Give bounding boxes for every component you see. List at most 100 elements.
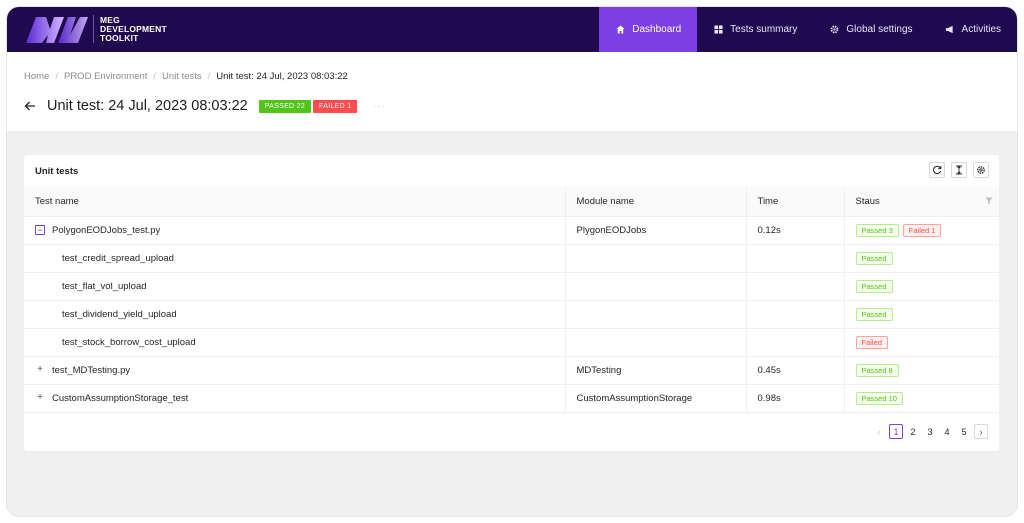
logo-divider — [93, 15, 94, 43]
nav-global-settings[interactable]: Global settings — [813, 7, 928, 52]
breadcrumb-environment[interactable]: PROD Environment — [63, 71, 148, 82]
breadcrumb: Home / PROD Environment / Unit tests / U… — [24, 71, 348, 82]
breadcrumb-separator: / — [153, 71, 157, 82]
expand-row-icon[interactable]: + — [37, 363, 43, 375]
cell-test-name: test_flat_vol_upload — [24, 272, 565, 301]
cell-status: Passed 8 — [843, 356, 999, 385]
page-1[interactable]: 1 — [889, 424, 903, 439]
status-passed-tag: Passed 10 — [855, 391, 903, 405]
nav-tests-summary-label: Tests summary — [730, 24, 798, 35]
table-child-row[interactable]: test_dividend_yield_upload Passed — [24, 300, 999, 329]
column-settings-button[interactable] — [973, 162, 989, 178]
table-row[interactable]: + CustomAssumptionStorage_test CustomAssum… — [24, 384, 999, 413]
test-name-text: test_dividend_yield_upload — [62, 308, 177, 320]
test-name-text: test_flat_vol_upload — [62, 280, 147, 292]
pagination: ‹ 1 2 3 4 5 › — [869, 424, 988, 439]
top-navbar: MEG DEVELOPMENT TOOLKIT Dashboard Tests … — [7, 7, 1017, 52]
next-page-button[interactable]: › — [974, 424, 988, 439]
page-2[interactable]: 2 — [910, 426, 916, 437]
title-row: Unit test: 24 Jul, 2023 08:03:22 PASSED … — [23, 98, 385, 114]
col-header-module-name: Module name — [564, 187, 746, 217]
status-passed-tag: Passed — [855, 251, 893, 265]
passed-count-badge: PASSED 22 — [258, 99, 312, 113]
table-child-row[interactable]: test_stock_borrow_cost_upload Failed — [24, 328, 999, 357]
table-row[interactable]: + test_MDTesting.py MDTesting 0.45s Passed 8 — [24, 356, 999, 385]
app-name-line-1: MEG — [100, 15, 120, 25]
nav-dashboard-label: Dashboard — [632, 24, 682, 35]
page-3[interactable]: 3 — [927, 426, 933, 437]
cell-time — [745, 244, 844, 273]
app-name-line-2: DEVELOPMENT — [100, 24, 167, 34]
app-frame: MEG DEVELOPMENT TOOLKIT Dashboard Tests … — [7, 7, 1017, 516]
cell-test-name: test_dividend_yield_upload — [24, 300, 565, 329]
test-name-text: test_credit_spread_upload — [62, 252, 174, 264]
test-name-text: test_stock_borrow_cost_upload — [62, 336, 196, 348]
table-header-row: Test name Module name Time Staus — [24, 187, 999, 217]
cell-module-name: PlygonEODJobs — [564, 216, 746, 245]
unit-tests-table: Test name Module name Time Staus − Polygo… — [24, 187, 999, 413]
cell-status: Passed — [843, 300, 999, 329]
app-name: MEG DEVELOPMENT TOOLKIT — [100, 16, 167, 43]
cell-test-name: − PolygonEODJobs_test.py — [24, 216, 565, 245]
collapse-row-icon[interactable]: − — [35, 224, 45, 235]
status-passed-tag: Passed — [855, 307, 893, 321]
card-toolbar — [923, 162, 989, 178]
reload-button[interactable] — [929, 162, 945, 178]
home-icon — [615, 25, 625, 35]
grid-icon — [713, 25, 723, 35]
cell-time — [745, 300, 844, 329]
col-header-status: Staus — [843, 187, 999, 217]
col-header-status-label: Staus — [855, 195, 880, 207]
page-title: Unit test: 24 Jul, 2023 08:03:22 — [47, 98, 248, 114]
more-options[interactable]: ··· — [373, 101, 386, 111]
nav-activities[interactable]: Activities — [929, 7, 1017, 52]
status-passed-tag: Passed — [855, 279, 893, 293]
col-header-time: Time — [745, 187, 844, 217]
table-body: − PolygonEODJobs_test.py PlygonEODJobs 0.12… — [24, 216, 999, 413]
table-child-row[interactable]: test_flat_vol_upload Passed — [24, 272, 999, 301]
cell-status: Passed 10 — [843, 384, 999, 413]
cell-time — [745, 272, 844, 301]
density-button[interactable] — [951, 162, 967, 178]
expand-row-icon[interactable]: + — [37, 391, 43, 403]
status-passed-tag: Passed 3 — [855, 223, 899, 237]
nav-dashboard[interactable]: Dashboard — [599, 7, 698, 52]
breadcrumb-unit-tests[interactable]: Unit tests — [162, 71, 202, 82]
page-4[interactable]: 4 — [944, 426, 950, 437]
app-name-line-3: TOOLKIT — [100, 33, 139, 43]
cell-status: Passed 3 Failed 1 — [843, 216, 999, 245]
gear-icon — [829, 25, 839, 35]
breadcrumb-current: Unit test: 24 Jul, 2023 08:03:22 — [216, 71, 348, 82]
cell-test-name: + CustomAssumptionStorage_test — [24, 384, 565, 413]
cell-test-name: test_stock_borrow_cost_upload — [24, 328, 565, 357]
page-5[interactable]: 5 — [961, 426, 967, 437]
main-nav: Dashboard Tests summary Global settings … — [599, 7, 1017, 52]
breadcrumb-home[interactable]: Home — [24, 71, 50, 82]
cell-test-name: test_credit_spread_upload — [24, 244, 565, 273]
cell-status: Failed — [843, 328, 999, 357]
status-failed-tag: Failed 1 — [902, 223, 942, 237]
prev-page-button[interactable]: ‹ — [877, 426, 881, 437]
filter-icon[interactable] — [985, 197, 993, 205]
card-title: Unit tests — [35, 166, 79, 177]
megaphone-icon — [945, 25, 955, 35]
table-child-row[interactable]: test_credit_spread_upload Passed — [24, 244, 999, 273]
breadcrumb-separator: / — [55, 71, 58, 82]
back-arrow-icon[interactable] — [23, 99, 37, 113]
test-name-text: CustomAssumptionStorage_test — [52, 392, 189, 404]
page-header: Home / PROD Environment / Unit tests / U… — [7, 52, 1017, 131]
status-passed-tag: Passed 8 — [855, 363, 899, 377]
test-name-text: test_MDTesting.py — [52, 364, 131, 376]
cell-test-name: + test_MDTesting.py — [24, 356, 565, 385]
cell-status: Passed — [843, 272, 999, 301]
cell-module-name — [564, 328, 746, 357]
status-failed-tag: Failed — [855, 335, 888, 349]
column-height-icon — [956, 165, 962, 175]
table-row[interactable]: − PolygonEODJobs_test.py PlygonEODJobs 0.12… — [24, 216, 999, 245]
cell-time — [745, 328, 844, 357]
settings-icon — [977, 166, 985, 174]
test-name-text: PolygonEODJobs_test.py — [52, 224, 161, 236]
cell-time: 0.45s — [745, 356, 844, 385]
nav-tests-summary[interactable]: Tests summary — [697, 7, 813, 52]
cell-time: 0.98s — [745, 384, 844, 413]
